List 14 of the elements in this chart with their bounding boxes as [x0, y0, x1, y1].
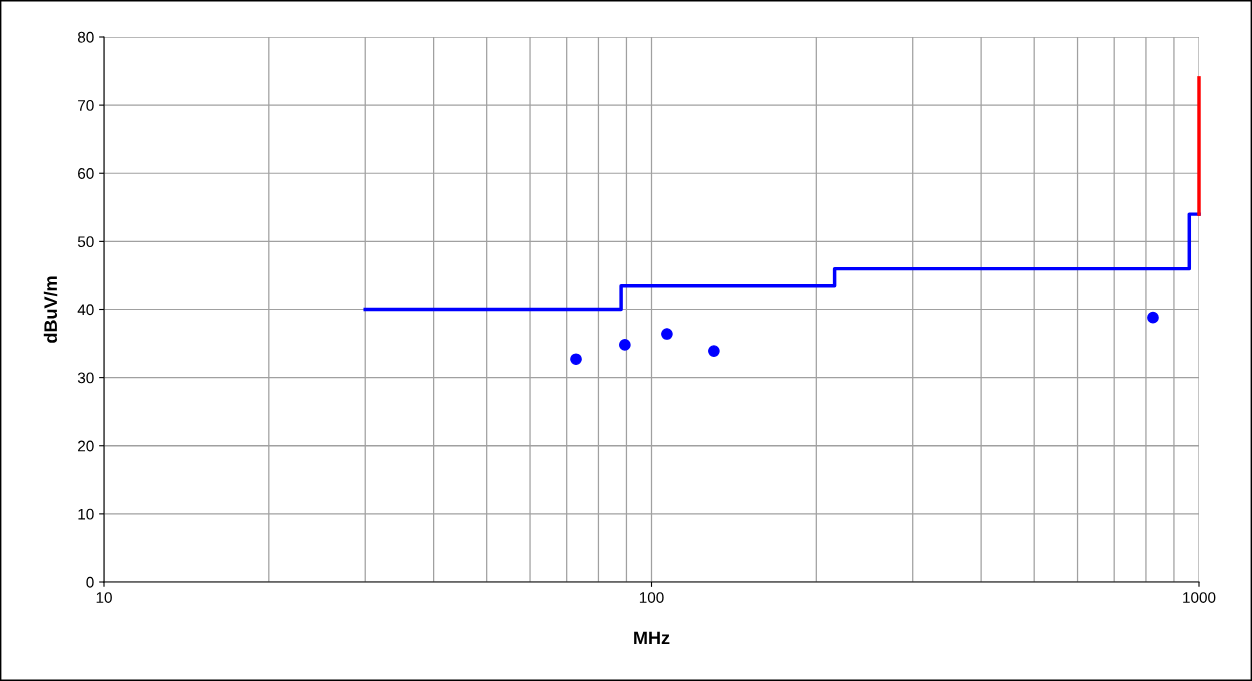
y-tick-label: 20	[78, 440, 94, 452]
y-tick-label: 0	[86, 576, 94, 588]
x-tick-label: 1000	[1183, 592, 1216, 603]
x-axis-title: MHz	[634, 631, 670, 645]
y-axis-title: dBuV/m	[43, 276, 58, 343]
x-tick-label: 10	[96, 592, 112, 603]
y-tick-label: 50	[77, 236, 94, 248]
y-tick-label: 30	[77, 372, 94, 384]
y-tick-label: 40	[77, 304, 94, 316]
y-tick-label: 10	[78, 508, 94, 520]
y-tick-label: 60	[78, 168, 94, 179]
y-tick-label: 80	[77, 31, 94, 43]
y-tick-label: 70	[78, 99, 94, 111]
x-tick-label: 100	[639, 592, 664, 603]
